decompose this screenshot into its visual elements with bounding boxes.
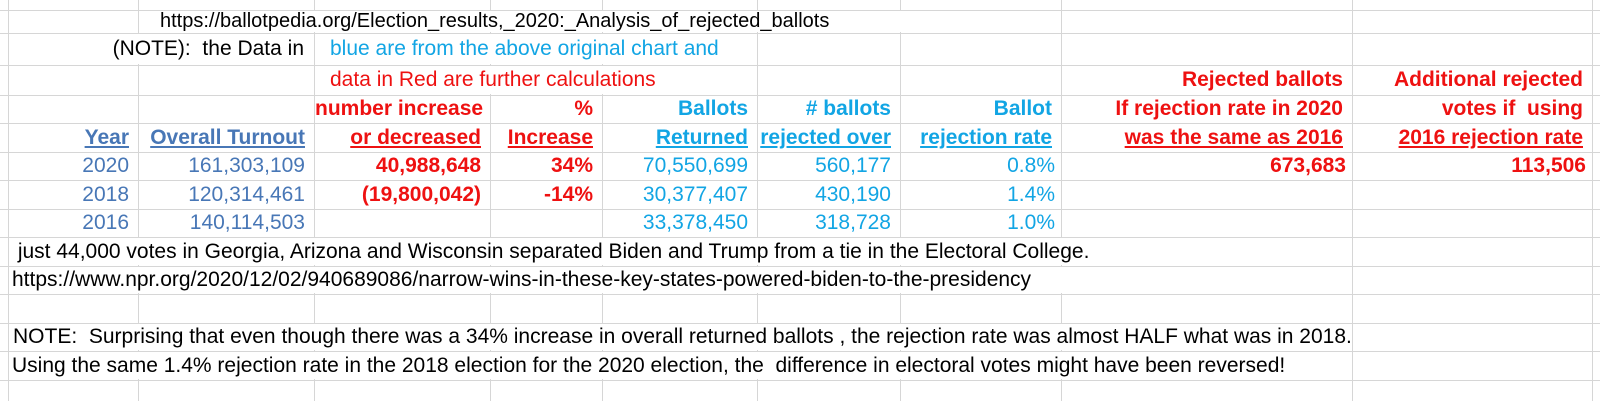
gridline-vertical xyxy=(602,0,603,401)
gridline-horizontal xyxy=(0,266,1600,267)
cell-header-returned[interactable]: Returned xyxy=(655,126,748,149)
gridline-vertical xyxy=(490,0,491,401)
cell-note-analysis-2[interactable]: Using the same 1.4% rejection rate in th… xyxy=(9,352,1351,379)
gridline-vertical xyxy=(1352,0,1353,401)
cell-npr-url[interactable]: https://www.npr.org/2020/12/02/940689086… xyxy=(9,267,1351,293)
gridline-horizontal xyxy=(0,209,1600,210)
gridline-horizontal xyxy=(0,380,1600,381)
gridline-vertical xyxy=(900,0,901,401)
gridline-horizontal xyxy=(0,180,1600,181)
cell-header-rejection-rate[interactable]: rejection rate xyxy=(920,126,1052,149)
cell-note-prefix[interactable]: (NOTE): the Data in xyxy=(9,34,314,64)
cell-header-overall-turnout[interactable]: Overall Turnout xyxy=(150,126,305,149)
gridline-vertical xyxy=(314,0,315,401)
cell-rejected-2020[interactable]: 560,177 xyxy=(815,154,891,177)
cell-header-same-as-2016[interactable]: was the same as 2016 xyxy=(1124,126,1343,149)
gridline-horizontal xyxy=(0,351,1600,352)
cell-note-analysis-1[interactable]: NOTE: Surprising that even though there … xyxy=(9,324,1352,350)
gridline-vertical xyxy=(138,0,139,401)
cell-returned-2016[interactable]: 33,378,450 xyxy=(642,211,748,234)
cell-change-2020[interactable]: 40,988,648 xyxy=(375,154,481,177)
cell-if-2016-rate-2020[interactable]: 673,683 xyxy=(1270,154,1346,177)
cell-note-red[interactable]: data in Red are further calculations xyxy=(315,66,755,94)
cell-pct-2020[interactable]: 34% xyxy=(550,154,593,177)
gridline-horizontal xyxy=(0,237,1600,238)
cell-header-votes-if-using[interactable]: votes if using xyxy=(1441,97,1583,120)
cell-source-url[interactable]: https://ballotpedia.org/Election_results… xyxy=(139,11,1060,32)
cell-header-additional-rejected[interactable]: Additional rejected xyxy=(1393,68,1583,91)
cell-header-num-ballots[interactable]: # ballots xyxy=(805,97,891,120)
gridline-horizontal xyxy=(0,10,1600,11)
cell-additional-2020[interactable]: 113,506 xyxy=(1511,154,1586,177)
gridline-vertical xyxy=(1061,0,1062,401)
gridline-horizontal xyxy=(0,95,1600,96)
cell-turnout-2018[interactable]: 120,314,461 xyxy=(188,183,305,206)
gridline-horizontal xyxy=(0,123,1600,124)
cell-rejected-2016[interactable]: 318,728 xyxy=(815,211,891,234)
cell-header-number-increase[interactable]: number increase xyxy=(315,97,484,120)
cell-header-year[interactable]: Year xyxy=(84,126,129,149)
cell-header-ballot[interactable]: Ballot xyxy=(993,97,1052,120)
gridline-vertical xyxy=(1592,0,1593,401)
cell-header-pct[interactable]: % xyxy=(574,97,593,120)
gridline-horizontal xyxy=(0,323,1600,324)
gridline-horizontal xyxy=(0,152,1600,153)
cell-year-2020[interactable]: 2020 xyxy=(82,154,129,177)
cell-header-2016-rejection-rate[interactable]: 2016 rejection rate xyxy=(1398,126,1583,149)
cell-header-or-decreased[interactable]: or decreased xyxy=(350,126,481,149)
cell-returned-2020[interactable]: 70,550,699 xyxy=(642,154,748,177)
cell-header-rejected-ballots[interactable]: Rejected ballots xyxy=(1181,68,1343,91)
cell-header-if-rejection-rate[interactable]: If rejection rate in 2020 xyxy=(1115,97,1343,120)
cell-change-2018[interactable]: (19,800,042) xyxy=(361,183,481,206)
gridline-horizontal xyxy=(0,65,1600,66)
cell-rate-2018[interactable]: 1.4% xyxy=(1007,183,1055,206)
cell-header-ballots[interactable]: Ballots xyxy=(677,97,748,120)
cell-year-2018[interactable]: 2018 xyxy=(82,183,129,206)
cell-header-increase[interactable]: Increase xyxy=(507,126,593,149)
cell-note-electoral-college[interactable]: just 44,000 votes in Georgia, Arizona an… xyxy=(9,238,1351,265)
gridline-vertical xyxy=(757,0,758,401)
gridline-horizontal xyxy=(0,33,1600,34)
cell-rejected-2018[interactable]: 430,190 xyxy=(815,183,891,206)
cell-note-blue[interactable]: blue are from the above original chart a… xyxy=(315,34,755,64)
cell-header-rejected-over[interactable]: rejected over xyxy=(760,126,891,149)
cell-pct-2018[interactable]: -14% xyxy=(543,183,593,206)
cell-turnout-2020[interactable]: 161,303,109 xyxy=(188,154,305,177)
gridline-horizontal xyxy=(0,294,1600,295)
cell-year-2016[interactable]: 2016 xyxy=(82,211,129,234)
cell-rate-2020[interactable]: 0.8% xyxy=(1007,154,1055,177)
gridline-vertical xyxy=(8,0,9,401)
cell-turnout-2016[interactable]: 140,114,503 xyxy=(189,211,305,234)
cell-returned-2018[interactable]: 30,377,407 xyxy=(642,183,748,206)
cell-rate-2016[interactable]: 1.0% xyxy=(1007,211,1055,234)
